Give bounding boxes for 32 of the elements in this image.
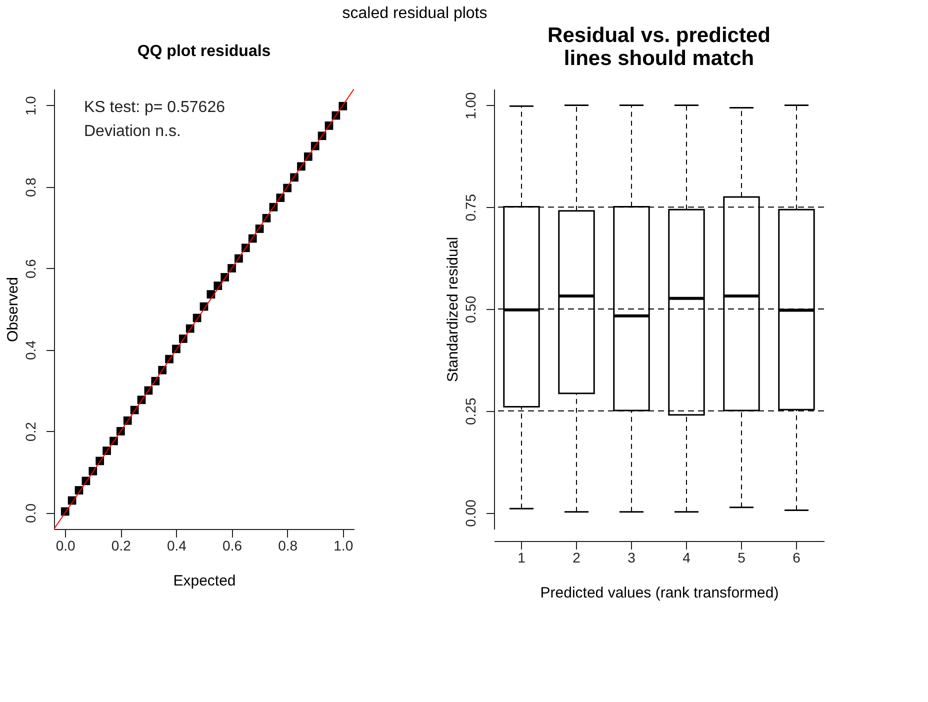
x-tick-label: 3 (628, 550, 636, 566)
x-tick-label: 4 (682, 550, 691, 566)
x-tick-label: 0.4 (166, 538, 187, 554)
y-tick-label: 0.2 (22, 422, 38, 442)
x-axis-title: Expected (173, 572, 236, 590)
x-tick-label: 0.0 (56, 538, 76, 554)
annotation: KS test: p= 0.57626 (84, 99, 226, 116)
y-axis-title: Standardized residual (444, 236, 462, 382)
x-tick-label: 5 (738, 550, 746, 566)
x-tick-label: 0.8 (278, 538, 298, 554)
x-tick-label: 0.6 (222, 538, 242, 554)
y-tick-label: 0.8 (22, 177, 38, 198)
y-tick-label: 1.00 (462, 92, 478, 120)
y-tick-label: 0.6 (22, 258, 38, 278)
y-tick-label: 1.0 (22, 96, 38, 116)
y-tick-label: 0.0 (22, 503, 38, 523)
annotation: Deviation n.s. (84, 123, 181, 140)
y-tick-label: 0.00 (462, 499, 478, 527)
y-axis-title: Observed (4, 276, 22, 342)
x-tick-label: 2 (572, 550, 581, 566)
x-tick-label: 0.2 (111, 538, 132, 554)
y-tick-label: 0.75 (462, 194, 478, 222)
y-tick-label: 0.50 (462, 296, 478, 324)
y-tick-label: 0.4 (22, 340, 38, 360)
chart-title: Residual vs. predicted lines should match (548, 24, 770, 70)
x-tick-label: 6 (792, 550, 801, 566)
x-tick-label: 1 (518, 550, 526, 566)
x-axis-title: Predicted values (rank transformed) (540, 584, 779, 602)
y-tick-label: 0.25 (462, 398, 478, 425)
x-tick-label: 1.0 (334, 538, 354, 554)
text: scaled residual plots (342, 5, 488, 22)
chart-title: QQ plot residuals (137, 43, 271, 60)
